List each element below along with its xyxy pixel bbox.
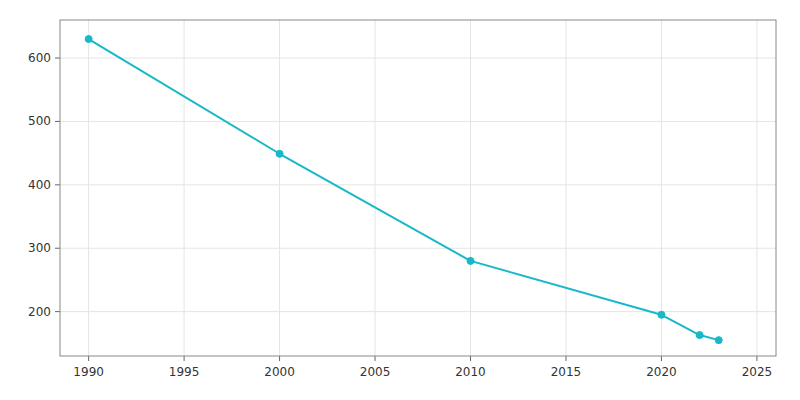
x-grid-line bbox=[375, 20, 376, 356]
x-tick-label: 2015 bbox=[551, 365, 582, 379]
x-tick-label: 1990 bbox=[73, 365, 104, 379]
y-grid-line bbox=[60, 311, 776, 312]
x-tick bbox=[661, 356, 662, 361]
point bbox=[467, 257, 474, 264]
y-tick bbox=[55, 121, 60, 122]
x-grid-line bbox=[184, 20, 185, 356]
x-tick bbox=[756, 356, 757, 361]
y-tick-label: 500 bbox=[28, 114, 51, 128]
y-grid-line bbox=[60, 248, 776, 249]
chart-container: 1990 1995 2000 2005 2010 2015 2020 2025 200 300 40… bbox=[0, 0, 800, 400]
y-tick-label: 400 bbox=[28, 178, 51, 192]
y-tick bbox=[55, 184, 60, 185]
x-tick bbox=[470, 356, 471, 361]
point bbox=[696, 332, 703, 339]
y-tick-label: 300 bbox=[28, 241, 51, 255]
y-grid-line bbox=[60, 184, 776, 185]
x-tick-label: 2025 bbox=[742, 365, 773, 379]
point bbox=[658, 311, 665, 318]
y-grid-line bbox=[60, 121, 776, 122]
x-grid-line bbox=[470, 20, 471, 356]
y-tick-label: 200 bbox=[28, 305, 51, 319]
x-tick-label: 2020 bbox=[646, 365, 677, 379]
grid bbox=[60, 20, 776, 356]
point bbox=[85, 36, 92, 43]
x-tick bbox=[565, 356, 566, 361]
x-tick bbox=[375, 356, 376, 361]
x-tick-label: 2005 bbox=[360, 365, 391, 379]
point bbox=[276, 150, 283, 157]
plot-frame bbox=[60, 20, 776, 356]
series bbox=[85, 36, 722, 344]
y-tick bbox=[55, 311, 60, 312]
x-tick bbox=[88, 356, 89, 361]
line bbox=[89, 39, 719, 340]
x-tick bbox=[184, 356, 185, 361]
x-tick-label: 2010 bbox=[455, 365, 486, 379]
point bbox=[715, 337, 722, 344]
x-grid-line bbox=[279, 20, 280, 356]
x-grid-line bbox=[565, 20, 566, 356]
y-tick-label: 600 bbox=[28, 51, 51, 65]
tick-labels: 1990 1995 2000 2005 2010 2015 2020 2025 200 300 40… bbox=[28, 51, 772, 379]
x-grid-line bbox=[661, 20, 662, 356]
x-tick-label: 2000 bbox=[264, 365, 295, 379]
x-tick-label: 1995 bbox=[169, 365, 200, 379]
chart-svg: 1990 1995 2000 2005 2010 2015 2020 2025 200 300 40… bbox=[0, 0, 800, 400]
y-tick bbox=[55, 58, 60, 59]
x-grid-line bbox=[756, 20, 757, 356]
x-tick bbox=[279, 356, 280, 361]
x-grid-line bbox=[88, 20, 89, 356]
y-tick bbox=[55, 248, 60, 249]
y-grid-line bbox=[60, 58, 776, 59]
